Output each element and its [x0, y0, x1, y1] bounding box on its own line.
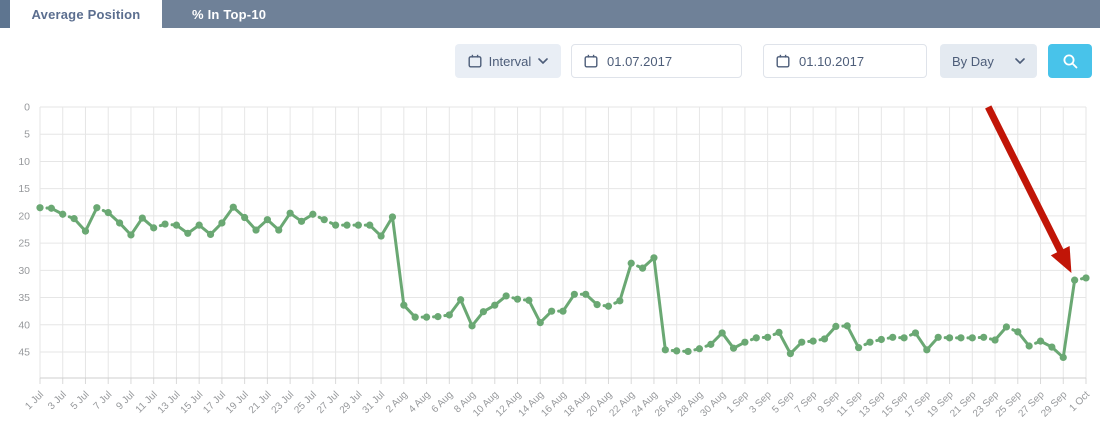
chevron-down-icon: [1015, 58, 1025, 64]
svg-text:20: 20: [18, 210, 30, 222]
search-button[interactable]: [1048, 44, 1092, 78]
svg-text:35: 35: [18, 292, 30, 304]
tab-in-top-10-label: % In Top-10: [192, 6, 267, 22]
svg-text:19 Jul: 19 Jul: [224, 389, 251, 416]
svg-text:17 Jul: 17 Jul: [201, 389, 228, 416]
date-from-value: 01.07.2017: [607, 53, 673, 69]
svg-text:4 Aug: 4 Aug: [407, 389, 433, 415]
svg-text:15 Jul: 15 Jul: [179, 389, 206, 416]
svg-text:3 Jul: 3 Jul: [46, 389, 69, 412]
tab-in-top-10[interactable]: % In Top-10: [162, 0, 296, 28]
grid-lines: [39, 106, 1087, 384]
svg-text:5 Sep: 5 Sep: [770, 389, 797, 416]
svg-text:2 Aug: 2 Aug: [384, 389, 410, 415]
svg-text:45: 45: [18, 347, 30, 359]
tab-bar-left-sliver: [0, 0, 10, 28]
granularity-select[interactable]: By Day: [940, 44, 1037, 78]
svg-text:30 Aug: 30 Aug: [698, 389, 728, 419]
series-points: [36, 203, 1090, 362]
interval-button[interactable]: Interval: [455, 44, 561, 78]
calendar-icon: [468, 54, 482, 68]
svg-text:29 Jul: 29 Jul: [338, 389, 365, 416]
svg-text:31 Jul: 31 Jul: [361, 389, 388, 416]
svg-text:0: 0: [24, 102, 30, 114]
date-to-input[interactable]: 01.10.2017: [763, 44, 927, 78]
svg-text:3 Sep: 3 Sep: [748, 389, 775, 416]
svg-text:25: 25: [18, 238, 30, 250]
granularity-value: By Day: [952, 53, 994, 69]
svg-text:29 Sep: 29 Sep: [1039, 389, 1069, 419]
svg-text:10: 10: [18, 156, 30, 168]
date-to-value: 01.10.2017: [799, 53, 865, 69]
chevron-down-icon: [538, 58, 549, 64]
svg-text:7 Sep: 7 Sep: [793, 389, 820, 416]
svg-text:25 Jul: 25 Jul: [292, 389, 319, 416]
y-axis-labels: 0 5 10 15 20 25 30 35 40 45: [18, 102, 30, 359]
interval-button-label: Interval: [488, 53, 532, 69]
svg-text:11 Jul: 11 Jul: [134, 389, 160, 415]
svg-text:6 Aug: 6 Aug: [430, 389, 456, 415]
calendar-icon: [584, 54, 598, 68]
svg-text:27 Jul: 27 Jul: [315, 389, 342, 416]
svg-text:30: 30: [18, 265, 30, 277]
svg-text:1 Jul: 1 Jul: [23, 389, 46, 412]
tab-average-position[interactable]: Average Position: [10, 0, 162, 28]
svg-text:5 Jul: 5 Jul: [69, 389, 92, 412]
chart-toolbar: Interval 01.07.2017 01.10.2017 By Day: [455, 44, 1092, 78]
svg-text:21 Jul: 21 Jul: [247, 389, 274, 416]
svg-text:13 Jul: 13 Jul: [156, 389, 183, 416]
svg-text:15: 15: [18, 183, 30, 195]
svg-text:40: 40: [18, 319, 30, 331]
svg-text:1 Oct: 1 Oct: [1067, 389, 1092, 414]
svg-text:5: 5: [24, 129, 30, 141]
annotation-arrow: [985, 105, 1072, 274]
svg-text:7 Jul: 7 Jul: [92, 389, 115, 412]
tab-average-position-label: Average Position: [31, 6, 141, 22]
svg-text:1 Sep: 1 Sep: [725, 389, 752, 416]
search-icon: [1062, 53, 1079, 70]
date-from-input[interactable]: 01.07.2017: [571, 44, 742, 78]
svg-text:23 Jul: 23 Jul: [270, 389, 297, 416]
calendar-icon: [776, 54, 790, 68]
tab-bar: Average Position % In Top-10: [0, 0, 1100, 28]
